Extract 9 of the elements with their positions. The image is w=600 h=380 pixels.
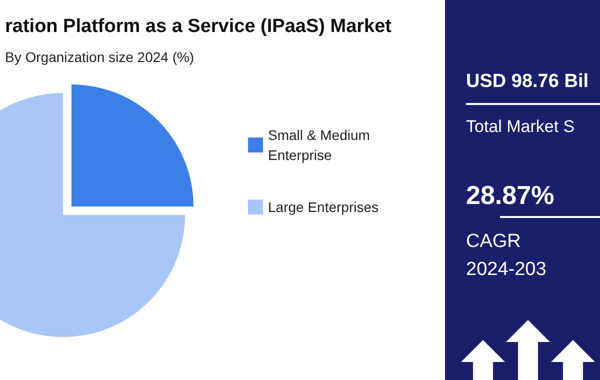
text: Total Market S: [466, 117, 575, 136]
text: 28.87%: [466, 180, 554, 210]
chart-subtitle: By Organization size 2024 (%): [5, 49, 194, 65]
chart-title: ration Platform as a Service (IPaaS) Market: [5, 16, 392, 37]
legend-label: Small & Medium Enterprise: [268, 127, 374, 163]
text: CAGR: [466, 231, 521, 252]
legend-label: Large Enterprises: [268, 199, 379, 215]
text: USD 98.76 Bil: [466, 71, 588, 92]
text: 2024-203: [466, 259, 546, 280]
